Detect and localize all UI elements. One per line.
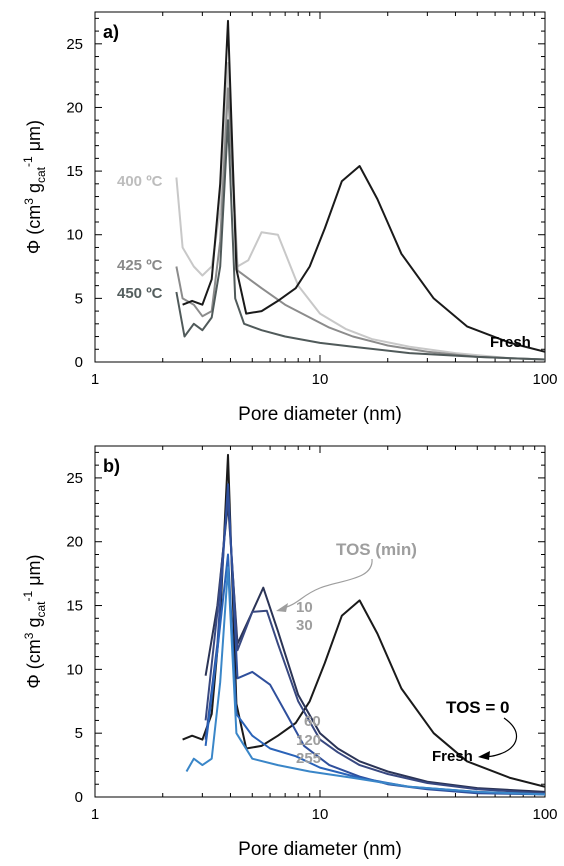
x-axis-label: Pore diameter (nm): [238, 404, 402, 425]
y-tick-label: 15: [66, 598, 83, 615]
series-line-450-c: [175, 119, 545, 361]
panel-label: a): [103, 22, 119, 42]
y-axis-label-part: cat: [34, 601, 48, 618]
series-label: 120: [296, 732, 321, 749]
tos-min-arrow: [279, 558, 373, 610]
y-axis-label-part: cat: [34, 166, 48, 183]
series-line-fresh: [182, 19, 545, 353]
y-axis-label-part: μm): [24, 554, 44, 590]
y-axis-label-part: -1: [21, 156, 35, 167]
x-tick-label: 100: [532, 806, 557, 823]
y-axis-label: Φ (cm3 gcat-1 μm): [21, 120, 48, 254]
annotation: TOS = 0: [446, 698, 509, 717]
y-tick-label: 10: [66, 661, 83, 678]
series-line-255: [185, 566, 545, 796]
series-line-400-c: [175, 61, 545, 361]
series-label: 450 ºC: [117, 285, 163, 302]
annotation: TOS (min): [336, 540, 417, 559]
tos-min-arrowhead: [276, 603, 288, 612]
series-label: Fresh: [432, 748, 473, 765]
y-tick-label: 25: [66, 470, 83, 487]
y-axis-label-part: μm): [24, 120, 44, 156]
series-label: 60: [304, 713, 321, 730]
y-axis-label-part: -1: [21, 590, 35, 601]
y-axis-label-part: Φ (cm: [24, 639, 44, 688]
y-tick-label: 10: [66, 227, 83, 244]
y-tick-label: 25: [66, 36, 83, 53]
y-tick-label: 0: [75, 354, 83, 371]
x-axis-label: Pore diameter (nm): [238, 839, 402, 860]
x-tick-label: 10: [312, 371, 329, 388]
series-line-425-c: [175, 87, 545, 361]
tos-zero-arrowhead: [478, 751, 490, 760]
series-label: 10: [296, 599, 313, 616]
y-tick-label: 20: [66, 99, 83, 116]
y-axis-label-part: 3: [22, 632, 36, 639]
y-axis-label-part: g: [24, 618, 44, 633]
x-tick-label: 10: [312, 806, 329, 823]
series-label: 30: [296, 617, 313, 634]
series-label: 255: [296, 750, 321, 767]
tos-zero-arrow: [483, 717, 517, 757]
y-axis-label-part: 3: [22, 198, 36, 205]
y-tick-label: 0: [75, 789, 83, 806]
x-tick-label: 1: [91, 371, 99, 388]
series-label: Fresh: [490, 334, 531, 351]
panel-a-chart: 1 10 100 0 5 10 15 20 25 Pore diameter (nm) Φ (cm3…: [21, 11, 558, 425]
x-tick-label: 1: [91, 806, 99, 823]
series-line-60: [204, 483, 545, 796]
y-tick-label: 20: [66, 534, 83, 551]
y-tick-label: 5: [75, 725, 83, 742]
y-axis-label-part: g: [24, 183, 44, 198]
series-label: 400 ºC: [117, 173, 163, 190]
panel-label: b): [103, 456, 120, 476]
series-group: [182, 453, 545, 796]
series-line-fresh: [182, 453, 545, 788]
x-tick-label: 100: [532, 371, 557, 388]
y-tick-label: 15: [66, 163, 83, 180]
y-tick-label: 5: [75, 290, 83, 307]
y-axis-label-part: Φ (cm: [24, 205, 44, 254]
series-group: [175, 19, 545, 361]
y-axis-label: Φ (cm3 gcat-1 μm): [21, 554, 48, 688]
series-label: 425 ºC: [117, 257, 163, 274]
